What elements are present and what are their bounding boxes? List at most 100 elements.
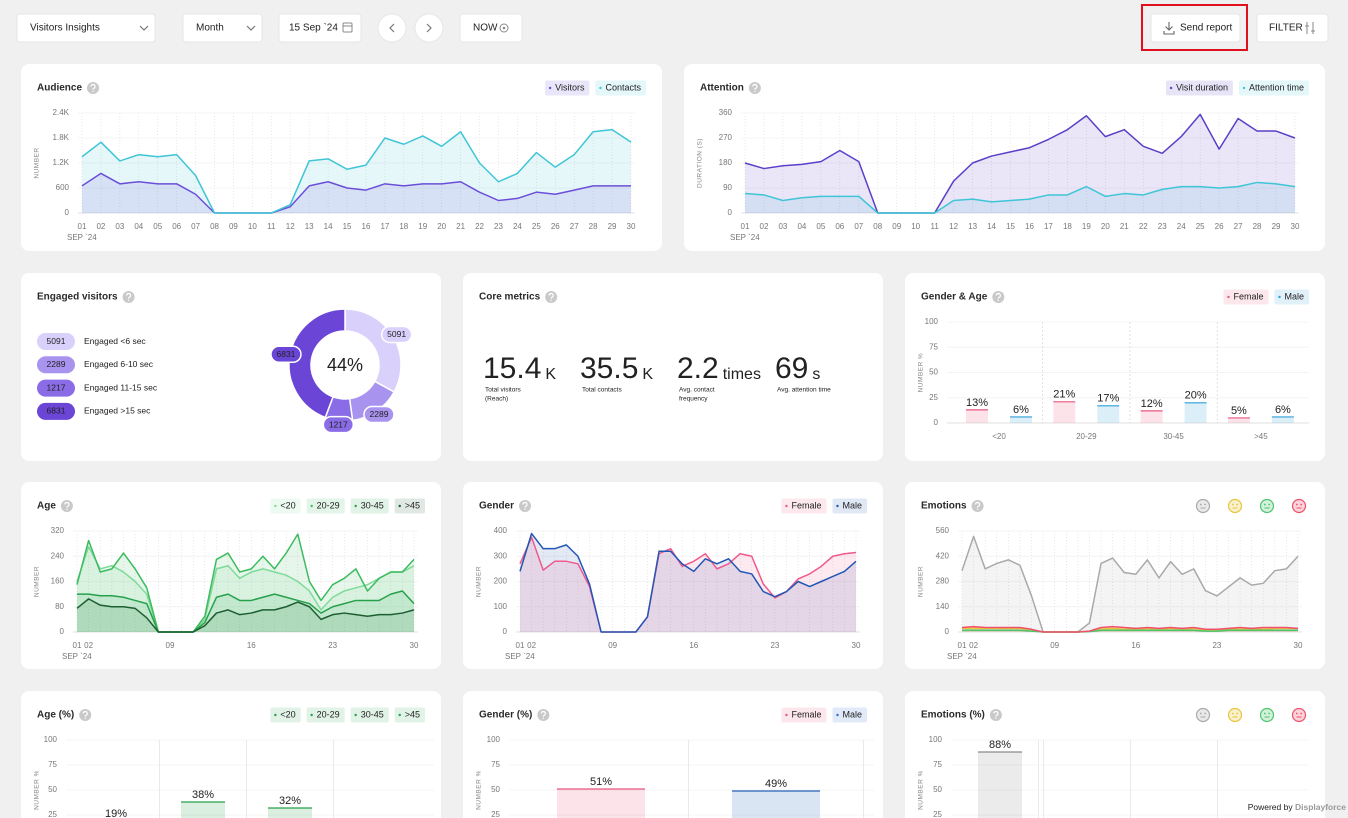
help-icon xyxy=(127,299,130,301)
emotion-icon xyxy=(1263,712,1266,715)
y-tick-label: 100 xyxy=(925,317,939,326)
x-tick-label: 29 xyxy=(1272,222,1281,231)
x-tick-label: 23 xyxy=(328,641,337,650)
line xyxy=(744,113,1296,214)
legend-chip xyxy=(350,498,389,514)
x-tick-label: 26 xyxy=(551,222,560,231)
help-icon[interactable] xyxy=(537,709,550,721)
legend-label: Contacts xyxy=(605,82,641,92)
bar xyxy=(181,802,225,818)
help-icon[interactable] xyxy=(79,709,92,721)
x-tick-label: 20 xyxy=(1101,222,1110,231)
x-tick-label: 18 xyxy=(399,222,408,231)
help-icon xyxy=(540,710,546,717)
help-icon xyxy=(90,83,96,90)
next-button[interactable] xyxy=(414,13,444,43)
y-tick-label: 0 xyxy=(934,418,939,427)
y-tick-label: 180 xyxy=(719,158,733,167)
legend-chip xyxy=(832,707,867,723)
area xyxy=(82,129,631,213)
help-icon[interactable] xyxy=(122,291,135,303)
legend-chip xyxy=(394,498,425,514)
emotion-icon xyxy=(1300,503,1303,506)
button-bg xyxy=(182,13,263,43)
x-tick-label: 04 xyxy=(134,222,143,231)
x-tick-label: 13 xyxy=(305,222,314,231)
x-tick-label: 09 xyxy=(229,222,238,231)
value-label: 5% xyxy=(1231,405,1247,417)
value-label: 17% xyxy=(1097,393,1119,405)
button-label: NOW xyxy=(473,23,498,34)
y-tick-label: 200 xyxy=(494,577,508,586)
panel-title: Gender (%) xyxy=(479,710,532,721)
x-tick-label: 09 xyxy=(166,641,175,650)
legend-label: Engaged >15 sec xyxy=(84,406,151,416)
x-tick-label: 30-45 xyxy=(1163,432,1184,441)
legend-pill-label: 1217 xyxy=(47,382,66,392)
y-tick-label: 50 xyxy=(48,785,57,794)
y-tick-label: 2.4K xyxy=(53,108,70,117)
filter-button[interactable]: FILTER xyxy=(1256,13,1329,43)
button-bg xyxy=(1150,13,1241,43)
x-tick-label: 16 xyxy=(247,641,256,650)
line xyxy=(81,172,631,214)
legend-pill xyxy=(37,333,75,350)
legend-dot xyxy=(354,504,357,508)
footer-brand: Displayforce xyxy=(1295,802,1346,812)
x-tick-label: 02 xyxy=(760,222,769,231)
button-bg xyxy=(459,13,523,43)
x-tick-label: 29 xyxy=(608,222,617,231)
x-tick-label: 03 xyxy=(778,222,787,231)
help-icon[interactable] xyxy=(545,291,558,303)
help-icon[interactable] xyxy=(989,709,1002,721)
metric-value: 15.4 xyxy=(483,352,541,385)
donut-segment xyxy=(288,308,346,419)
emotion-icon xyxy=(1195,707,1211,723)
x-tick-label: 24 xyxy=(513,222,522,231)
now-icon xyxy=(502,26,506,30)
legend-dot xyxy=(1227,295,1230,299)
x-sub-label: SEP `24 xyxy=(505,652,535,661)
legend-label: Male xyxy=(842,500,862,510)
help-icon[interactable] xyxy=(519,500,532,512)
donut-badge xyxy=(270,345,302,364)
emotion-icon xyxy=(1231,503,1234,506)
line xyxy=(77,590,415,633)
y-axis-label: NUMBER % xyxy=(918,770,925,810)
period-select[interactable]: Month xyxy=(182,13,263,43)
button-bg xyxy=(16,13,156,43)
y-tick-label: 0 xyxy=(728,208,733,217)
help-icon[interactable] xyxy=(971,500,984,512)
help-icon[interactable] xyxy=(748,82,761,94)
x-tick-label: 01 xyxy=(741,222,750,231)
panel xyxy=(21,482,441,669)
button-label: Visitors Insights xyxy=(30,23,100,34)
legend-chip xyxy=(1238,80,1309,96)
x-tick-label: 14 xyxy=(324,222,333,231)
help-icon[interactable] xyxy=(87,82,100,94)
help-icon xyxy=(84,717,86,719)
prev-button[interactable] xyxy=(377,13,407,43)
y-axis-label: NUMBER xyxy=(918,566,925,597)
y-tick-label: 90 xyxy=(723,183,732,192)
help-icon[interactable] xyxy=(60,500,73,512)
x-tick-label: 12 xyxy=(949,222,958,231)
emotion-icon xyxy=(1227,498,1243,514)
date-picker[interactable]: 15 Sep `24 xyxy=(278,13,362,43)
donut-badge xyxy=(322,415,355,434)
now-button[interactable]: NOW xyxy=(459,13,523,43)
legend-dot xyxy=(785,713,788,717)
metric-unit: times xyxy=(723,366,761,383)
y-tick-label: 140 xyxy=(936,602,950,611)
y-tick-label: 100 xyxy=(44,735,58,744)
bar xyxy=(557,789,645,818)
area xyxy=(520,533,856,632)
legend-label: <20 xyxy=(280,709,295,719)
view-select[interactable]: Visitors Insights xyxy=(16,13,156,43)
help-icon[interactable] xyxy=(992,291,1005,303)
footer: Powered by Displayforce xyxy=(1248,802,1347,812)
filter-icon xyxy=(1305,22,1315,34)
legend-label: Engaged 6-10 sec xyxy=(84,359,154,369)
emotion-icon xyxy=(1263,503,1266,506)
send-report-button[interactable]: Send report xyxy=(1150,13,1241,43)
